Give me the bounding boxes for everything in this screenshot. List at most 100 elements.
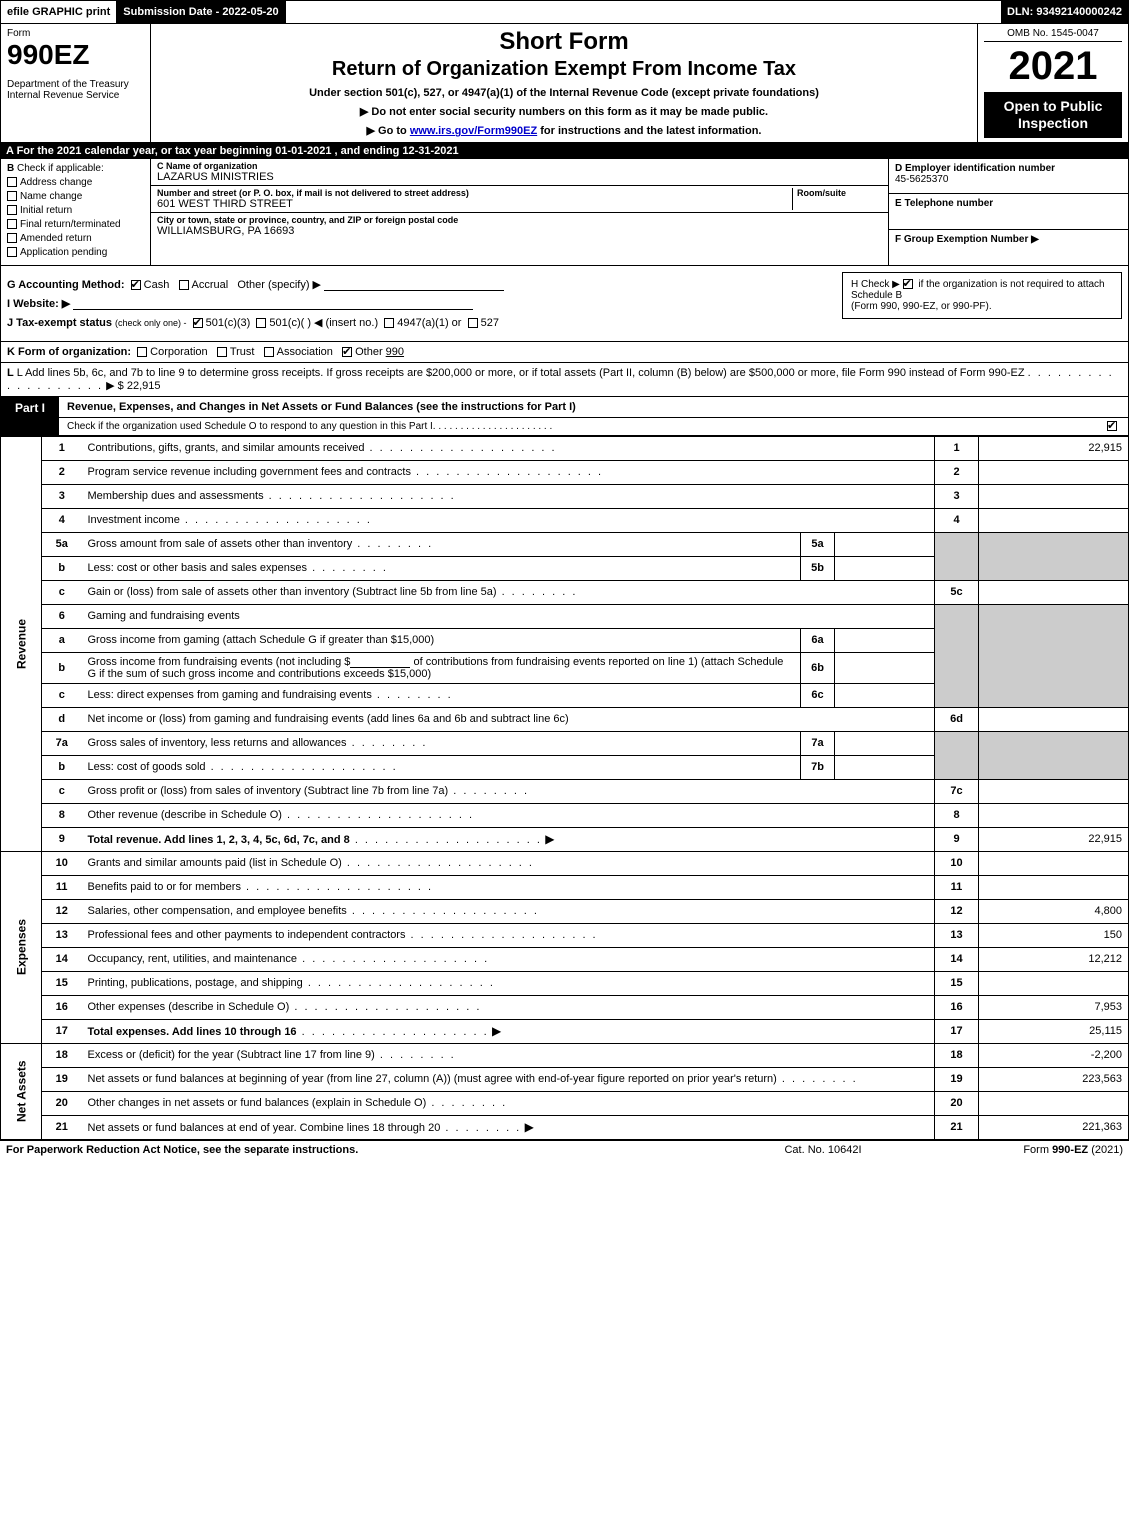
checkbox-icon[interactable] <box>7 177 17 187</box>
k-corp-checkbox-icon[interactable] <box>137 347 147 357</box>
line-num: 9 <box>935 827 979 851</box>
h-text1: H Check ▶ <box>851 279 900 290</box>
j-501c3-checkbox-icon[interactable] <box>193 318 203 328</box>
line-desc: Gaming and fundraising events <box>82 604 935 628</box>
i-label: I Website: ▶ <box>7 298 70 310</box>
k-corp: Corporation <box>150 346 207 358</box>
subline-val <box>835 628 935 652</box>
chk-amended-return: Amended return <box>7 233 144 244</box>
line-desc: Occupancy, rent, utilities, and maintena… <box>82 947 935 971</box>
checkbox-icon[interactable] <box>7 247 17 257</box>
lineno: a <box>42 628 82 652</box>
line-desc: Other changes in net assets or fund bala… <box>82 1091 935 1115</box>
shade-cell <box>979 532 1129 580</box>
k-assoc-checkbox-icon[interactable] <box>264 347 274 357</box>
checkbox-icon[interactable] <box>7 205 17 215</box>
table-row: Revenue 1 Contributions, gifts, grants, … <box>1 436 1129 460</box>
city-cell: City or town, state or province, country… <box>151 213 888 239</box>
col-b: B Check if applicable: Address change Na… <box>1 159 151 265</box>
lineno: d <box>42 707 82 731</box>
table-row: 21 Net assets or fund balances at end of… <box>1 1115 1129 1139</box>
row-l: L L Add lines 5b, 6c, and 7b to line 9 t… <box>0 363 1129 397</box>
chk-name-change: Name change <box>7 191 144 202</box>
j-527-checkbox-icon[interactable] <box>468 318 478 328</box>
table-row: 5a Gross amount from sale of assets othe… <box>1 532 1129 556</box>
i-blank <box>73 298 473 310</box>
line-desc: Contributions, gifts, grants, and simila… <box>82 436 935 460</box>
lineno: 13 <box>42 923 82 947</box>
lineno: 16 <box>42 995 82 1019</box>
irs-link[interactable]: www.irs.gov/Form990EZ <box>410 125 537 137</box>
j-501c-checkbox-icon[interactable] <box>256 318 266 328</box>
table-row: 3 Membership dues and assessments 3 <box>1 484 1129 508</box>
subline-val <box>835 683 935 707</box>
checkbox-icon[interactable] <box>7 233 17 243</box>
subline-val <box>835 755 935 779</box>
line-amt: -2,200 <box>979 1043 1129 1067</box>
city-value: WILLIAMSBURG, PA 16693 <box>157 225 882 237</box>
j-sub: (check only one) - <box>115 318 187 328</box>
g-cash-checkbox-icon[interactable] <box>131 280 141 290</box>
lineno: 21 <box>42 1115 82 1139</box>
line-num: 15 <box>935 971 979 995</box>
line-num: 14 <box>935 947 979 971</box>
subline-no: 7a <box>801 731 835 755</box>
lineno: 15 <box>42 971 82 995</box>
line-num: 3 <box>935 484 979 508</box>
k-other-checkbox-icon[interactable] <box>342 347 352 357</box>
g-cash: Cash <box>144 279 170 291</box>
table-row: 17 Total expenses. Add lines 10 through … <box>1 1019 1129 1043</box>
subtitle-goto: ▶ Go to www.irs.gov/Form990EZ for instru… <box>159 124 969 137</box>
l-text: L Add lines 5b, 6c, and 7b to line 9 to … <box>17 367 1025 379</box>
line-amt <box>979 580 1129 604</box>
table-row: 4 Investment income 4 <box>1 508 1129 532</box>
checkbox-icon[interactable] <box>7 219 17 229</box>
line-amt <box>979 803 1129 827</box>
line-amt: 22,915 <box>979 436 1129 460</box>
part1-checkbox-icon[interactable] <box>1107 421 1117 431</box>
line-amt <box>979 1091 1129 1115</box>
k-trust-checkbox-icon[interactable] <box>217 347 227 357</box>
subline-val <box>835 731 935 755</box>
revenue-sidelabel: Revenue <box>1 436 42 851</box>
part1-header: Part I Revenue, Expenses, and Changes in… <box>0 397 1129 436</box>
line-amt: 150 <box>979 923 1129 947</box>
b-label: B Check if applicable: <box>7 163 144 174</box>
open-public-box: Open to Public Inspection <box>984 92 1122 138</box>
lineno: 12 <box>42 899 82 923</box>
line-desc: Investment income <box>82 508 935 532</box>
checkbox-icon[interactable] <box>7 191 17 201</box>
subline-no: 7b <box>801 755 835 779</box>
line-num: 4 <box>935 508 979 532</box>
line-desc: Gross income from fundraising events (no… <box>82 652 801 683</box>
lineno: b <box>42 652 82 683</box>
org-name-value: LAZARUS MINISTRIES <box>157 171 882 183</box>
line-num: 11 <box>935 875 979 899</box>
addr-value: 601 WEST THIRD STREET <box>157 198 792 210</box>
ein-cell: D Employer identification number 45-5625… <box>889 159 1128 195</box>
subline-val <box>835 652 935 683</box>
line-amt <box>979 460 1129 484</box>
netassets-sidelabel: Net Assets <box>1 1043 42 1139</box>
lineno: 8 <box>42 803 82 827</box>
ein-label: D Employer identification number <box>895 163 1122 174</box>
line-amt: 221,363 <box>979 1115 1129 1139</box>
lineno: 6 <box>42 604 82 628</box>
line-num: 19 <box>935 1067 979 1091</box>
line-desc: Total revenue. Add lines 1, 2, 3, 4, 5c,… <box>82 827 935 851</box>
j-label: J Tax-exempt status <box>7 317 112 329</box>
line-desc: Net assets or fund balances at end of ye… <box>82 1115 935 1139</box>
line-desc: Salaries, other compensation, and employ… <box>82 899 935 923</box>
efile-label: efile GRAPHIC print <box>1 1 117 23</box>
subline-val <box>835 532 935 556</box>
line-amt: 12,212 <box>979 947 1129 971</box>
h-checkbox-icon[interactable] <box>903 279 913 289</box>
shade-cell <box>979 731 1129 779</box>
header-center: Short Form Return of Organization Exempt… <box>151 24 978 142</box>
part1-tab: Part I <box>1 397 59 435</box>
addr-label: Number and street (or P. O. box, if mail… <box>157 188 792 198</box>
header-right: OMB No. 1545-0047 2021 Open to Public In… <box>978 24 1128 142</box>
j-4947-checkbox-icon[interactable] <box>384 318 394 328</box>
g-accrual-checkbox-icon[interactable] <box>179 280 189 290</box>
lineno: 4 <box>42 508 82 532</box>
